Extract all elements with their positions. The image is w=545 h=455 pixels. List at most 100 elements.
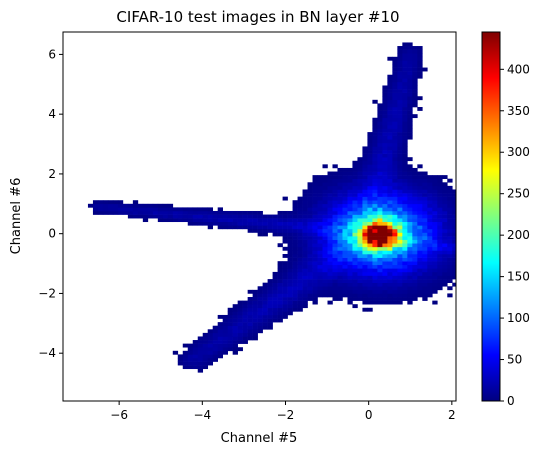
heatmap-cell [397,268,403,273]
heatmap-cell [382,153,388,158]
heatmap-cell [307,271,313,276]
heatmap-cell [387,275,393,280]
heatmap-cell [227,318,233,323]
heatmap-cell [427,275,433,280]
heatmap-cell [357,246,363,251]
heatmap-cell [372,203,378,208]
heatmap-cell [332,185,338,190]
heatmap-cell [382,185,388,190]
heatmap-cell [272,214,278,219]
heatmap-cell [267,307,273,312]
heatmap-cell [392,254,398,258]
heatmap-cell [307,232,313,237]
heatmap-cell [357,189,363,194]
heatmap-cell [417,203,423,208]
heatmap-cell [452,189,457,194]
heatmap-cell [382,268,388,273]
heatmap-cell [397,78,403,83]
heatmap-cell [172,218,179,223]
heatmap-cell [447,279,453,283]
heatmap-cell [307,200,313,205]
heatmap-cell [382,282,388,287]
heatmap-cell [402,103,408,108]
heatmap-cells [87,42,457,373]
heatmap-cell [257,228,263,233]
heatmap-cell [307,210,313,215]
heatmap-cell [397,239,403,244]
heatmap-cell [302,304,308,309]
heatmap-cell [182,354,189,359]
heatmap-cell [382,218,388,223]
heatmap-cell [307,196,313,201]
heatmap-cell [402,99,408,104]
heatmap-cell [187,210,194,215]
heatmap-cell [192,340,199,344]
heatmap-cell [422,214,428,219]
heatmap-cell [372,124,378,129]
heatmap-cell [397,157,403,162]
heatmap-cell [277,210,283,215]
colorbar-tick-label: 350 [507,104,530,118]
heatmap-cell [287,282,293,287]
heatmap-cell [307,289,313,294]
heatmap-cell [432,175,438,180]
heatmap-cell [407,193,413,197]
heatmap-cell [302,286,308,291]
heatmap-cell [187,354,194,359]
heatmap-cell [387,171,393,176]
colorbar-tick-label: 0 [507,394,515,408]
heatmap-cell [367,286,373,291]
heatmap-cell [227,343,233,348]
heatmap-cell [197,365,204,370]
heatmap-cell [337,275,343,280]
heatmap-cell [322,225,328,230]
heatmap-cell [417,289,423,294]
heatmap-cell [362,289,368,294]
heatmap-cell [382,193,388,197]
heatmap-cell [252,214,258,219]
heatmap-cell [447,207,453,212]
heatmap-cell [97,210,104,215]
heatmap-cell [337,293,343,298]
colorbar-tick-label: 300 [507,145,530,159]
heatmap-cell [442,225,448,230]
heatmap-cell [432,214,438,219]
heatmap-cell [327,254,333,258]
heatmap-cell [252,228,258,233]
heatmap-cell [432,203,438,208]
heatmap-cell [402,239,408,244]
heatmap-cell [387,282,393,287]
heatmap-cell [242,329,248,334]
heatmap-cell [242,332,248,337]
heatmap-cell [347,171,353,176]
heatmap-cell [142,203,149,208]
heatmap-cell [392,92,398,97]
heatmap-cell [362,307,368,312]
heatmap-cell [317,193,323,197]
heatmap-cell [327,200,333,205]
heatmap-cell [352,203,358,208]
heatmap-cell [432,289,438,294]
heatmap-cell [322,243,328,248]
heatmap-cell [357,297,363,301]
heatmap-cell [397,135,403,140]
heatmap-cell [327,221,333,226]
heatmap-cell [322,185,328,190]
heatmap-cell [267,289,273,294]
heatmap-cell [182,207,189,212]
heatmap-cell [437,243,443,248]
heatmap-cell [427,185,433,190]
heatmap-cell [387,286,393,291]
heatmap-cell [412,182,418,187]
heatmap-cell [397,264,403,269]
heatmap-cell [407,203,413,208]
heatmap-cell [217,350,223,355]
heatmap-cell [402,153,408,158]
heatmap-cell [362,175,368,180]
heatmap-cell [402,96,408,101]
heatmap-cell [272,304,278,309]
heatmap-cell [387,139,393,144]
heatmap-cell [282,225,288,230]
heatmap-cell [387,203,393,208]
